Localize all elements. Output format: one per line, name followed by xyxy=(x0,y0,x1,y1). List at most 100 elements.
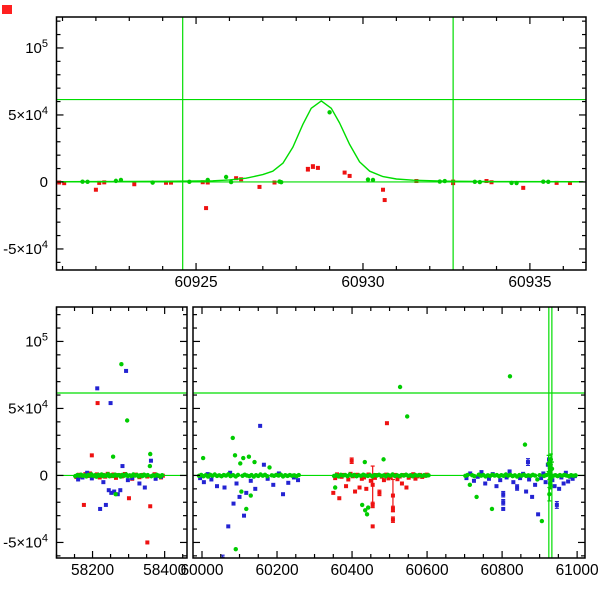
data-point xyxy=(501,506,506,511)
reference-lines xyxy=(56,17,586,270)
data-point xyxy=(296,478,301,483)
data-point xyxy=(353,489,358,494)
x-tick-label: 60400 xyxy=(330,562,373,579)
data-point xyxy=(137,481,142,486)
data-point xyxy=(357,485,362,490)
data-point xyxy=(359,502,365,508)
data-point xyxy=(535,477,540,482)
data-point xyxy=(241,455,246,461)
model-light-curve xyxy=(59,100,584,183)
data-point xyxy=(386,476,391,481)
data-point xyxy=(533,482,538,487)
data-point xyxy=(315,165,320,170)
data-point xyxy=(464,476,469,481)
data-point xyxy=(518,476,523,481)
data-point xyxy=(120,464,125,469)
x-tick-label: 61000 xyxy=(556,562,599,579)
data-point xyxy=(147,463,153,469)
data-point xyxy=(118,177,124,183)
data-point xyxy=(486,476,491,481)
data-point xyxy=(554,180,559,185)
data-point xyxy=(437,179,442,184)
data-point xyxy=(390,517,395,522)
data-point xyxy=(413,476,418,481)
data-point xyxy=(344,484,349,489)
data-point xyxy=(98,506,103,511)
data-point xyxy=(238,461,243,466)
data-point xyxy=(570,476,575,481)
data-point xyxy=(150,180,155,185)
x-tick-label: 60800 xyxy=(481,562,524,579)
data-point xyxy=(501,500,506,505)
x-tick-label: 60925 xyxy=(174,274,217,291)
y-tick-label: 5×104 xyxy=(8,105,48,124)
panel-bottom-right: 60000 60200 60400 60600 60800 61000 xyxy=(180,306,599,579)
series-over xyxy=(196,374,578,552)
x-tick-label: 60600 xyxy=(406,562,449,579)
data-point xyxy=(468,471,473,476)
data-point xyxy=(507,469,512,474)
data-point xyxy=(148,451,153,457)
data-point xyxy=(566,479,571,484)
data-point xyxy=(543,480,548,485)
data-point xyxy=(258,423,263,428)
data-point xyxy=(310,164,315,169)
data-point xyxy=(382,198,387,203)
data-point xyxy=(573,473,578,478)
data-point xyxy=(110,454,116,459)
data-point xyxy=(548,457,554,462)
data-point xyxy=(521,185,526,190)
data-point xyxy=(80,179,85,184)
data-point xyxy=(552,484,557,489)
data-point xyxy=(234,481,239,486)
y-tick-label: 5×104 xyxy=(8,398,48,417)
data-point xyxy=(164,180,169,185)
data-point xyxy=(95,401,100,406)
data-point xyxy=(267,465,272,470)
data-point xyxy=(471,478,476,483)
data-point xyxy=(187,179,192,185)
data-point xyxy=(244,506,249,512)
reference-lines xyxy=(56,392,187,477)
data-point xyxy=(525,460,530,465)
data-point xyxy=(271,482,276,487)
data-point xyxy=(507,374,513,379)
data-point xyxy=(549,466,555,471)
data-point xyxy=(370,502,375,507)
data-point xyxy=(333,476,338,481)
data-point xyxy=(504,475,509,480)
data-point xyxy=(231,501,236,506)
data-point xyxy=(414,179,419,184)
axis-ticks xyxy=(55,307,187,558)
data-point xyxy=(246,454,252,459)
data-point xyxy=(252,459,257,465)
data-point xyxy=(331,490,336,495)
data-point xyxy=(347,173,352,178)
data-point xyxy=(546,179,551,185)
data-point xyxy=(404,414,410,419)
data-point xyxy=(209,477,214,482)
panel-top: 60925 60930 60935 105 5×104 0 -5×104 xyxy=(3,16,587,291)
data-point xyxy=(109,490,114,495)
data-point xyxy=(346,477,351,482)
data-point xyxy=(390,493,395,498)
data-point xyxy=(97,180,102,185)
data-point xyxy=(113,492,118,497)
data-point xyxy=(62,181,67,186)
data-point xyxy=(248,493,253,498)
data-point xyxy=(362,459,368,465)
data-point xyxy=(89,476,94,481)
data-point xyxy=(119,362,124,367)
axis-ticks xyxy=(56,17,586,270)
data-point xyxy=(85,470,90,475)
axis-ticks xyxy=(193,307,585,558)
data-point xyxy=(235,472,241,478)
data-point xyxy=(145,472,150,478)
data-point xyxy=(278,180,284,185)
data-point xyxy=(368,478,373,483)
data-point xyxy=(248,478,253,483)
data-point xyxy=(381,457,386,462)
data-point xyxy=(370,177,376,183)
